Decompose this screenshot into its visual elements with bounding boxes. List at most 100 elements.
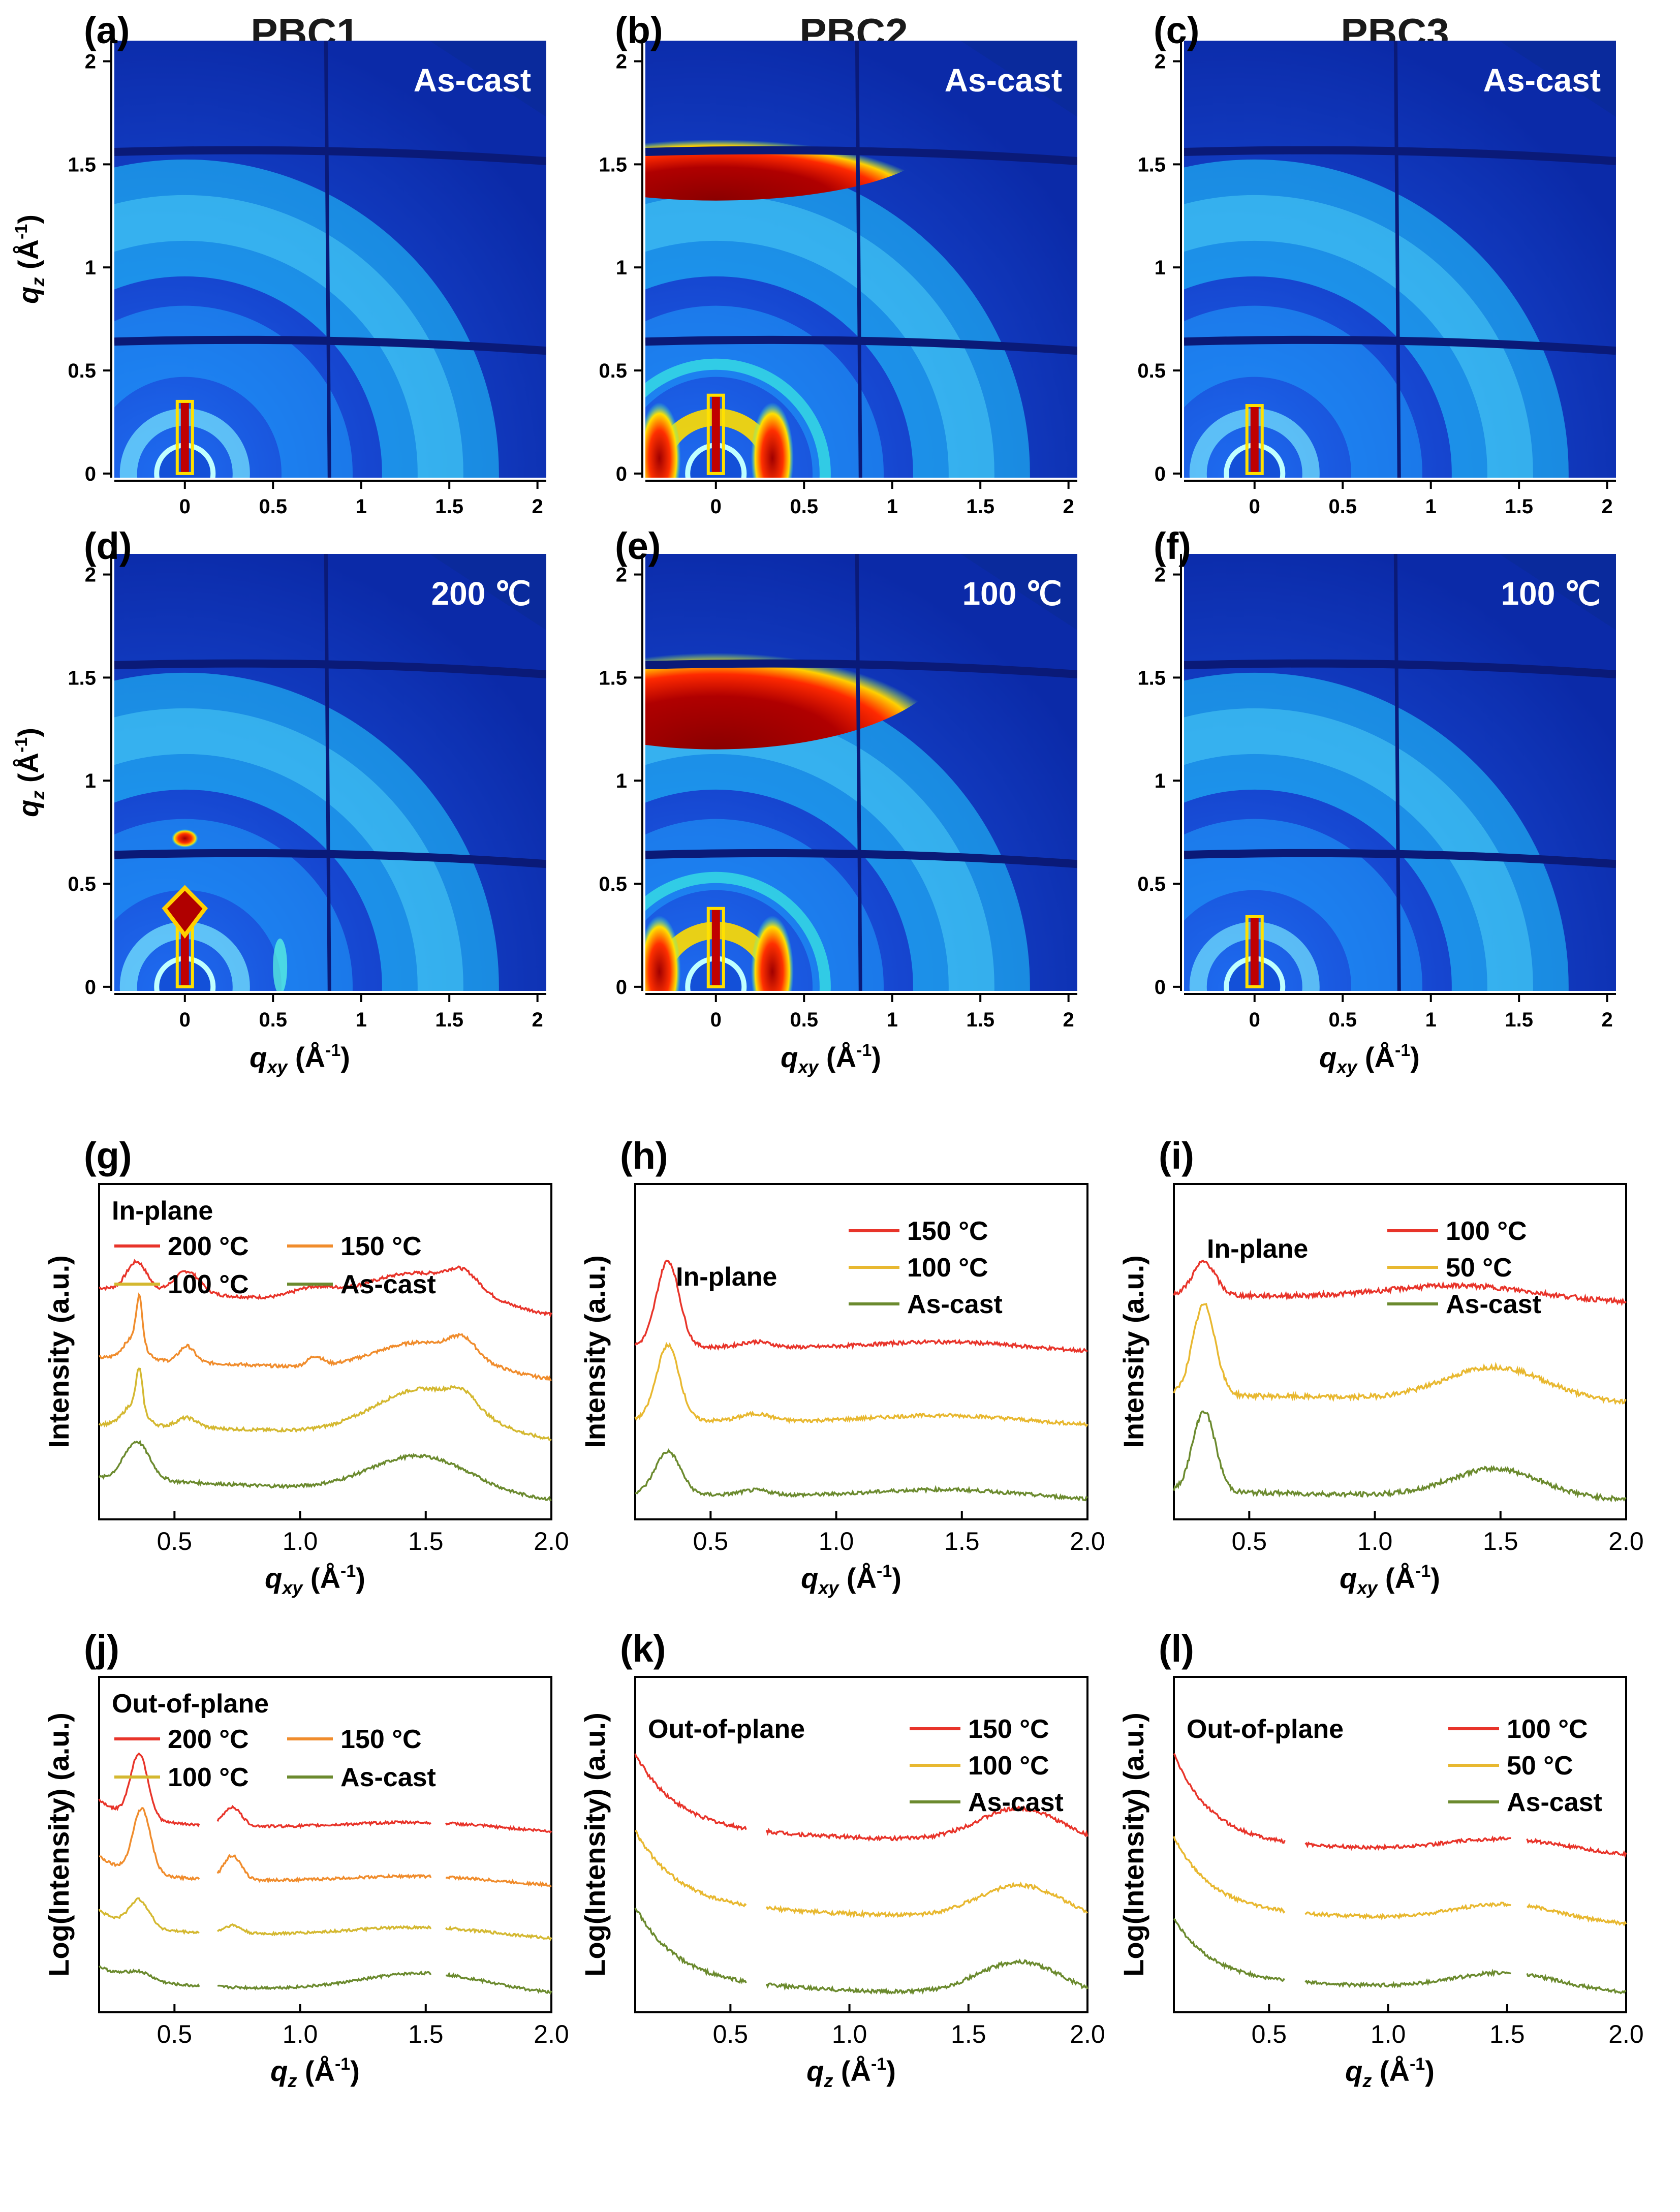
x-tick-label: 2	[1063, 1009, 1074, 1031]
legend-label: 100 °C	[1507, 1715, 1588, 1744]
lamellar-spot-diamond	[162, 885, 208, 939]
giwaxs-panel-b: 0 0.5 1 1.5 200.511.52(b)As-cast	[599, 9, 1077, 518]
profile-panel-i: 0.5 1.0 1.5 2.0 Intensity (a.u.) qxy (Å-1) (i)…	[1117, 1135, 1644, 1598]
amorphous-halo	[1184, 672, 1569, 991]
x-tick-label: 0	[179, 1009, 191, 1031]
series-line-150-c	[99, 1806, 552, 1888]
x-tick-label: 1.0	[283, 1527, 318, 1555]
annotation: In-plane	[112, 1196, 213, 1226]
amorphous-halo	[1184, 159, 1569, 478]
detector-gap-vertical	[324, 41, 331, 478]
annotation: In-plane	[1207, 1234, 1308, 1264]
detector-image	[1184, 41, 1616, 478]
legend-label: 200 °C	[168, 1232, 249, 1261]
pi-stacking-arc	[645, 78, 935, 201]
profile-panel-l: 0.5 1.0 1.5 2.0 Log(Intensity) (a.u.) qz (Å-1…	[1117, 1628, 1644, 2091]
detector-image	[114, 41, 546, 478]
x-tick-label: 1.5	[1505, 1009, 1533, 1031]
y-tick-label: 1	[1155, 770, 1166, 792]
y-tick-label: 1.5	[599, 153, 627, 176]
legend-label: 100 °C	[968, 1751, 1049, 1781]
inplane-spot	[273, 938, 288, 991]
panel-letter: (h)	[620, 1135, 668, 1177]
detector-gap-horizontal	[114, 849, 546, 868]
x-tick-label: 1.5	[944, 1527, 980, 1555]
legend-label: 150 °C	[340, 1725, 422, 1754]
y-tick-label: 2	[616, 51, 627, 73]
legend-label: 100 °C	[168, 1270, 249, 1299]
amorphous-halo	[645, 159, 1030, 478]
y-tick-label: 1	[616, 257, 627, 279]
detector-gap-horizontal	[645, 335, 1077, 355]
x-tick-label: 0.5	[157, 1527, 193, 1555]
specular-rod-edge	[706, 393, 725, 475]
y-tick-label: 0	[85, 463, 96, 485]
x-tick-label: 0.5	[1252, 2020, 1287, 2048]
x-tick-label: 2	[1063, 495, 1074, 518]
x-tick-label: 2.0	[1070, 2020, 1105, 2048]
y-axis-label: Intensity (a.u.)	[43, 1255, 75, 1448]
legend-label: 50 °C	[1507, 1751, 1573, 1781]
y-axis-label: Intensity (a.u.)	[579, 1255, 611, 1448]
legend-label: As-cast	[907, 1290, 1003, 1319]
plot-frame	[1173, 1183, 1627, 1520]
specular-rod-edge	[1245, 915, 1264, 988]
series-line-100-c	[1173, 1259, 1627, 1306]
annotation: Out-of-plane	[112, 1689, 269, 1719]
amorphous-halo	[114, 672, 499, 991]
legend-label: As-cast	[340, 1763, 436, 1792]
x-tick-label: 1.0	[283, 2020, 318, 2048]
legend-label: 150 °C	[907, 1217, 988, 1246]
y-tick-label: 0	[616, 463, 627, 485]
series-line-as-cast	[98, 1440, 552, 1502]
x-tick-label: 1.5	[966, 495, 994, 518]
inplane-lamellar-lobe	[751, 915, 794, 991]
panel-letter: (a)	[84, 9, 130, 51]
y-tick-label: 2	[1155, 51, 1166, 73]
amorphous-halo-core	[1184, 708, 1533, 991]
y-tick-label: 1.5	[599, 667, 627, 689]
x-tick-label: 2.0	[1070, 1527, 1105, 1555]
y-tick-label: 2	[85, 51, 96, 73]
legend-label: As-cast	[340, 1270, 436, 1299]
y-tick-label: 0.5	[1137, 360, 1166, 382]
detector-gap-vertical	[1393, 554, 1401, 991]
lamellar-spot-oop	[171, 829, 198, 848]
panel-letter: (d)	[84, 525, 132, 567]
x-tick-label: 0.5	[693, 1527, 729, 1555]
x-tick-label: 1.5	[1483, 1527, 1518, 1555]
plot-frame	[98, 1183, 552, 1520]
legend-label: As-cast	[968, 1788, 1064, 1817]
x-tick-label: 0	[1249, 1009, 1260, 1031]
x-axis-label: qxy (Å-1)	[265, 1562, 365, 1598]
y-tick-label: 1	[85, 257, 96, 279]
x-tick-label: 1.5	[408, 2020, 444, 2048]
x-tick-label: 1.5	[966, 1009, 994, 1031]
x-tick-label: 0	[710, 1009, 722, 1031]
condition-label: As-cast	[1483, 62, 1601, 99]
y-tick-label: 1	[616, 770, 627, 792]
x-tick-label: 0.5	[790, 495, 818, 518]
x-tick-label: 2.0	[534, 2020, 569, 2048]
detector-image	[645, 554, 1077, 991]
condition-label: 200 ℃	[431, 575, 531, 612]
detector-gap-vertical	[1393, 41, 1401, 478]
y-tick-label: 2	[1155, 564, 1166, 586]
x-tick-label: 2.0	[1608, 1527, 1644, 1555]
x-tick-label: 1	[356, 1009, 367, 1031]
x-tick-label: 0.5	[259, 1009, 287, 1031]
panel-letter: (b)	[615, 9, 663, 51]
series-line-50-c	[1173, 1836, 1627, 1927]
detector-gap-horizontal	[1184, 849, 1616, 868]
series-line-as-cast	[1173, 1410, 1627, 1503]
specular-rod	[711, 908, 720, 987]
detector-corner	[429, 554, 546, 630]
panel-letter: (j)	[84, 1628, 119, 1670]
panel-letter: (k)	[620, 1628, 666, 1670]
giwaxs-panel-c: 0 0.5 1 1.5 200.511.52(c)As-cast	[1137, 9, 1616, 518]
x-axis-label: qxy (Å-1)	[250, 1041, 350, 1077]
panel-letter: (l)	[1159, 1628, 1194, 1670]
condition-label: 100 ℃	[1501, 575, 1601, 612]
